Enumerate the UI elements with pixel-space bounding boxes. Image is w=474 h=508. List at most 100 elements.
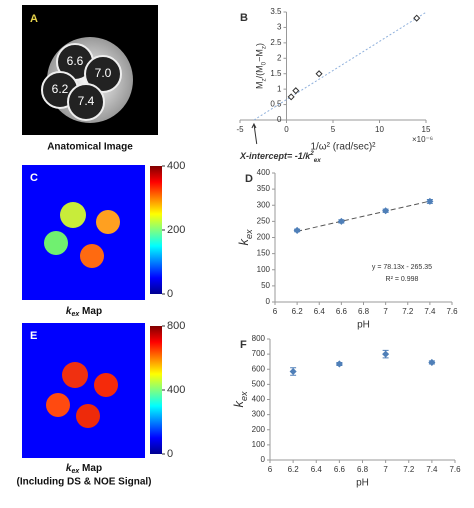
colorbar — [150, 326, 162, 454]
y-tick-label: 100 — [257, 265, 271, 274]
colorbar — [150, 166, 162, 294]
y-tick-label: 800 — [252, 334, 266, 343]
x-axis-label: 1/ω² (rad/sec)² — [310, 142, 376, 153]
text-part: X-intercept= -1/k — [239, 151, 311, 161]
point — [426, 197, 434, 205]
point — [287, 93, 295, 101]
caption: Anatomical Image — [47, 142, 133, 153]
text-part: 2 — [309, 150, 314, 157]
x-tick-label: 10 — [375, 125, 384, 134]
x-tick-label: 6.8 — [358, 307, 370, 316]
y-tick-label: 150 — [257, 249, 271, 258]
trendline — [253, 11, 427, 121]
x-tick-label: 6.2 — [292, 307, 304, 316]
map-spots — [46, 362, 118, 428]
tube-label: 7.0 — [95, 66, 112, 80]
y-tick-label: 2.5 — [270, 38, 282, 47]
x-tick-label: 6.6 — [334, 465, 346, 474]
colorbar-label: 200 — [167, 224, 185, 236]
x-tick-label: 6 — [273, 307, 278, 316]
text-part: k — [66, 463, 72, 474]
x-tick-label: 6 — [268, 465, 273, 474]
panel-letter: D — [245, 173, 253, 185]
x-tick-label: 5 — [331, 125, 336, 134]
panel-letter: E — [30, 330, 37, 342]
point — [293, 226, 301, 234]
map-spots — [44, 202, 120, 268]
x-tick-label: 6.4 — [311, 465, 323, 474]
annotation: R² = 0.998 — [386, 276, 419, 283]
colorbar-label: 0 — [167, 448, 173, 460]
y-tick-label: 700 — [252, 349, 266, 358]
colorbar-label: 800 — [167, 320, 185, 332]
x-tick-label: 7.2 — [402, 307, 414, 316]
point — [413, 14, 421, 22]
text-part: Map — [79, 463, 102, 474]
x-tick-label: 7 — [383, 307, 388, 316]
colorbar-label: 0 — [167, 288, 173, 300]
text-part: −M — [255, 49, 265, 62]
text-part: ex — [314, 157, 322, 164]
tube-label: 6.2 — [52, 82, 69, 96]
x-tick-label: 15 — [422, 125, 431, 134]
point — [382, 350, 390, 358]
tube-labels: 6.6 7.0 6.2 7.4 — [52, 54, 112, 108]
point — [428, 358, 436, 366]
x-tick-label: 6.4 — [314, 307, 326, 316]
y-tick-label: 300 — [257, 200, 271, 209]
y-tick-label: 3 — [277, 23, 282, 32]
y-axis-label: kex — [231, 391, 249, 408]
panel-letter: B — [240, 12, 248, 24]
caption: kex Map — [66, 306, 102, 319]
text-part: k — [66, 306, 72, 317]
text-part: z — [261, 78, 268, 81]
panel-letter: F — [240, 339, 247, 351]
y-tick-label: 0 — [266, 297, 271, 306]
y-tick-label: 1 — [277, 84, 282, 93]
y-tick-label: 400 — [257, 168, 271, 177]
y-axis-label: Mz/(M0−Mz) — [255, 43, 268, 89]
y-tick-label: 0 — [261, 455, 266, 464]
text-part: ) — [255, 43, 265, 46]
x-tick-label: 7.2 — [403, 465, 415, 474]
y-tick-label: 200 — [252, 425, 266, 434]
y-tick-label: 2 — [277, 53, 282, 62]
x-axis-label: pH — [357, 320, 370, 331]
y-tick-label: 0 — [277, 115, 282, 124]
text-part: k — [231, 400, 246, 408]
panel-letter: A — [30, 13, 38, 25]
annotation: X-intercept= -1/k2ex — [239, 150, 321, 164]
point — [292, 87, 300, 95]
tube-label: 6.6 — [67, 54, 84, 68]
x-scale-note: ×10⁻⁶ — [412, 135, 433, 144]
point — [289, 367, 297, 376]
text-part: Map — [79, 306, 102, 317]
x-axis-label: pH — [356, 478, 369, 489]
x-tick-label: 7 — [383, 465, 388, 474]
y-tick-label: 1.5 — [270, 69, 282, 78]
x-tick-label: -5 — [236, 125, 244, 134]
text-part: z — [261, 46, 268, 49]
y-tick-label: 0.5 — [270, 100, 282, 109]
text-part: ex — [239, 391, 249, 401]
caption: kex Map — [66, 463, 102, 476]
y-tick-label: 400 — [252, 395, 266, 404]
point — [315, 70, 323, 78]
y-tick-label: 3.5 — [270, 7, 282, 16]
colorbar-label: 400 — [167, 160, 185, 172]
point — [382, 207, 390, 215]
x-tick-label: 7.4 — [424, 307, 436, 316]
x-tick-label: 7.6 — [446, 307, 458, 316]
y-tick-label: 100 — [252, 440, 266, 449]
x-tick-label: 0 — [284, 125, 289, 134]
x-tick-label: 6.6 — [336, 307, 348, 316]
tube-label: 7.4 — [78, 94, 95, 108]
caption: (Including DS & NOE Signal) — [17, 477, 152, 488]
text-part: /(M — [255, 65, 265, 78]
text-part: 0 — [261, 61, 268, 65]
text-part: k — [236, 238, 251, 246]
y-tick-label: 250 — [257, 216, 271, 225]
x-tick-label: 7.4 — [426, 465, 438, 474]
text-part: ex — [71, 468, 80, 475]
y-axis-label: kex — [236, 229, 254, 246]
